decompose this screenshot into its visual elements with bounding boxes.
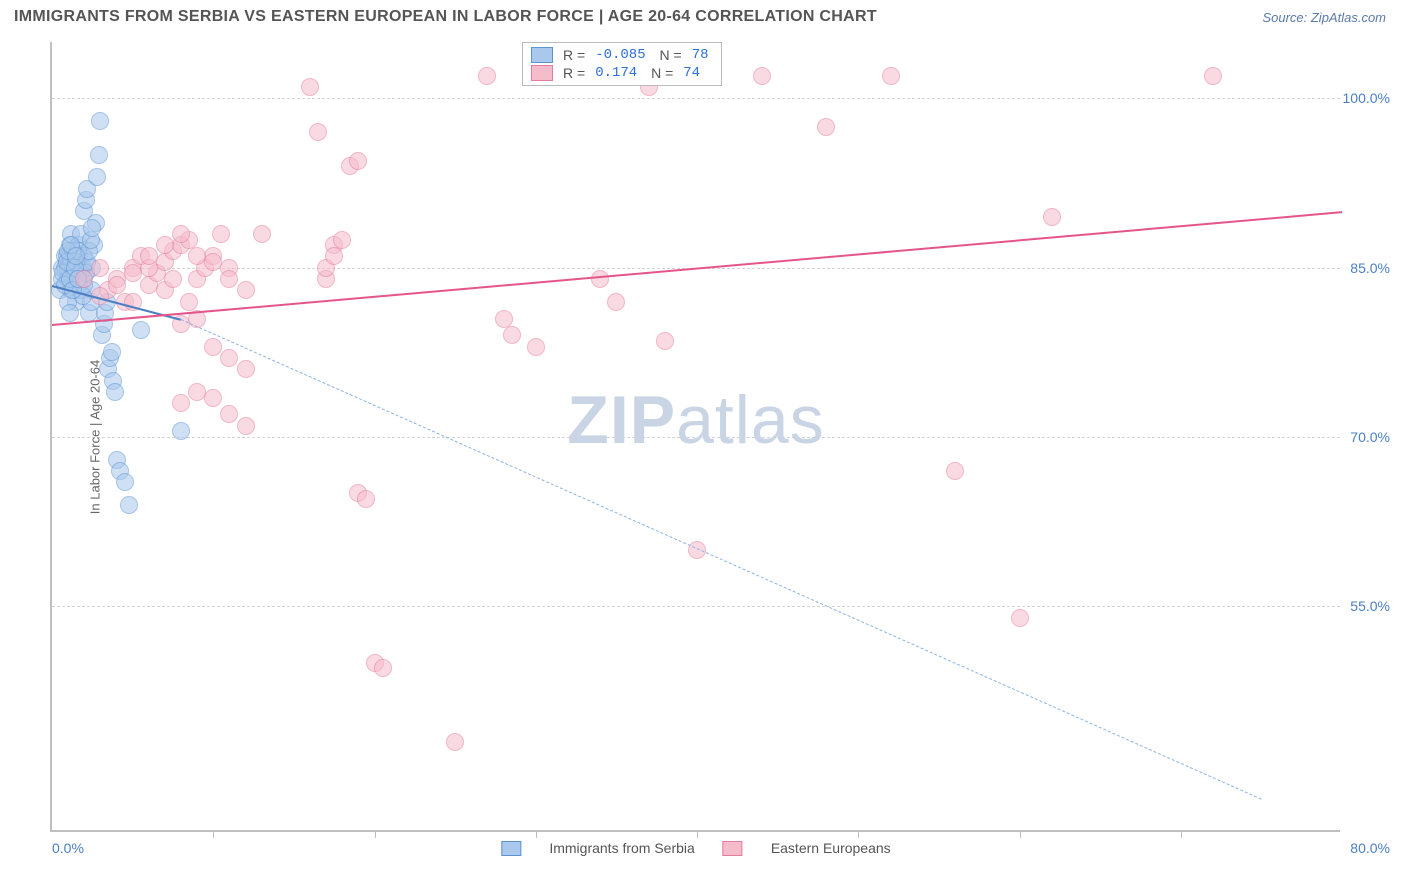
swatch-bottom-eastern xyxy=(723,841,743,856)
scatter-point xyxy=(946,462,964,480)
scatter-point xyxy=(478,67,496,85)
scatter-point xyxy=(108,276,126,294)
scatter-point xyxy=(140,247,158,265)
xtick xyxy=(1181,830,1182,838)
scatter-point xyxy=(237,417,255,435)
scatter-point xyxy=(882,67,900,85)
legend-correlation: R = -0.085 N = 78 R = 0.174 N = 74 xyxy=(522,42,722,86)
scatter-point xyxy=(91,259,109,277)
scatter-point xyxy=(325,247,343,265)
xtick xyxy=(375,830,376,838)
legend-row-serbia: R = -0.085 N = 78 xyxy=(531,46,709,64)
scatter-point xyxy=(106,383,124,401)
chart-title: IMMIGRANTS FROM SERBIA VS EASTERN EUROPE… xyxy=(14,8,877,26)
scatter-point xyxy=(91,112,109,130)
scatter-point xyxy=(301,78,319,96)
scatter-point xyxy=(357,490,375,508)
scatter-point xyxy=(656,332,674,350)
xlim-right: 80.0% xyxy=(1350,840,1390,856)
trend-line xyxy=(52,211,1342,326)
scatter-point xyxy=(591,270,609,288)
scatter-point xyxy=(333,231,351,249)
scatter-point xyxy=(120,496,138,514)
scatter-point xyxy=(607,293,625,311)
watermark: ZIPatlas xyxy=(567,381,824,459)
scatter-point xyxy=(180,293,198,311)
xtick xyxy=(536,830,537,838)
scatter-point xyxy=(204,338,222,356)
plot-area: ZIPatlas R = -0.085 N = 78 R = 0.174 N =… xyxy=(50,42,1340,832)
gridline xyxy=(52,437,1340,438)
scatter-point xyxy=(1011,609,1029,627)
scatter-point xyxy=(172,422,190,440)
scatter-point xyxy=(83,219,101,237)
scatter-point xyxy=(61,304,79,322)
scatter-point xyxy=(237,281,255,299)
gridline xyxy=(52,606,1340,607)
legend-bottom-label-eastern: Eastern Europeans xyxy=(771,840,891,856)
scatter-point xyxy=(67,247,85,265)
xtick xyxy=(697,830,698,838)
scatter-point xyxy=(527,338,545,356)
scatter-point xyxy=(237,360,255,378)
ytick-label: 85.0% xyxy=(1342,260,1390,276)
swatch-serbia xyxy=(531,47,553,63)
scatter-point xyxy=(164,270,182,288)
xtick xyxy=(1020,830,1021,838)
scatter-point xyxy=(75,270,93,288)
swatch-bottom-serbia xyxy=(501,841,521,856)
scatter-point xyxy=(220,270,238,288)
legend-bottom: Immigrants from Serbia Eastern Europeans xyxy=(501,840,890,856)
scatter-point xyxy=(1043,208,1061,226)
legend-bottom-label-serbia: Immigrants from Serbia xyxy=(549,840,694,856)
scatter-point xyxy=(204,253,222,271)
scatter-point xyxy=(495,310,513,328)
scatter-point xyxy=(103,343,121,361)
title-bar: IMMIGRANTS FROM SERBIA VS EASTERN EUROPE… xyxy=(0,0,1406,34)
xlim-left: 0.0% xyxy=(52,840,84,856)
scatter-point xyxy=(172,394,190,412)
ytick-label: 70.0% xyxy=(1342,429,1390,445)
scatter-point xyxy=(124,264,142,282)
swatch-eastern xyxy=(531,65,553,81)
scatter-point xyxy=(116,473,134,491)
trend-line xyxy=(181,319,1262,800)
scatter-point xyxy=(132,321,150,339)
scatter-point xyxy=(309,123,327,141)
scatter-point xyxy=(446,733,464,751)
scatter-point xyxy=(817,118,835,136)
scatter-point xyxy=(253,225,271,243)
scatter-point xyxy=(172,225,190,243)
ytick-label: 55.0% xyxy=(1342,598,1390,614)
scatter-point xyxy=(90,146,108,164)
y-axis-label: In Labor Force | Age 20-64 xyxy=(88,360,103,514)
plot-container: ZIPatlas R = -0.085 N = 78 R = 0.174 N =… xyxy=(50,42,1390,832)
legend-row-eastern: R = 0.174 N = 74 xyxy=(531,64,709,82)
scatter-point xyxy=(204,389,222,407)
scatter-point xyxy=(220,405,238,423)
scatter-point xyxy=(156,236,174,254)
scatter-point xyxy=(212,225,230,243)
scatter-point xyxy=(349,152,367,170)
ytick-label: 100.0% xyxy=(1342,90,1390,106)
scatter-point xyxy=(88,168,106,186)
xtick xyxy=(213,830,214,838)
gridline xyxy=(52,98,1340,99)
scatter-point xyxy=(503,326,521,344)
scatter-point xyxy=(220,349,238,367)
source-label: Source: ZipAtlas.com xyxy=(1262,10,1386,25)
xtick xyxy=(858,830,859,838)
scatter-point xyxy=(374,659,392,677)
scatter-point xyxy=(1204,67,1222,85)
scatter-point xyxy=(753,67,771,85)
